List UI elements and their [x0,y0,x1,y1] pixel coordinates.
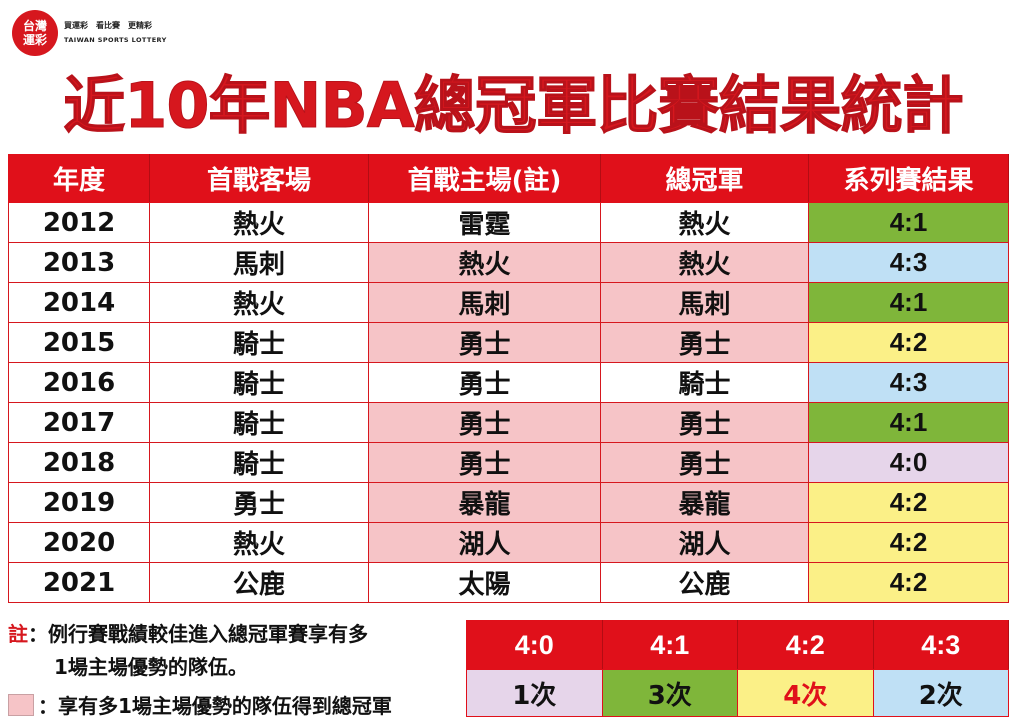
cell-home: 暴龍 [368,482,601,523]
header-year: 年度 [8,154,150,203]
cell-year: 2017 [8,402,150,443]
summary-count-cell: 2次 [872,669,1009,717]
cell-champion: 勇士 [600,442,809,483]
cell-year: 2013 [8,242,150,283]
header-result: 系列賽結果 [808,154,1009,203]
cell-away: 熱火 [149,202,369,243]
tagline-en: TAIWAN SPORTS LOTTERY [64,36,167,44]
summary-count-cell: 4次 [737,669,874,717]
cell-away: 勇士 [149,482,369,523]
cell-year: 2012 [8,202,150,243]
note-text1: ：例行賽戰績較佳進入總冠軍賽享有多 [28,622,368,646]
cell-year: 2015 [8,322,150,363]
table-row: 2016 騎士 勇士 騎士 4:3 [8,362,1009,403]
table-row: 2018 騎士 勇士 勇士 4:0 [8,442,1009,483]
cell-away: 公鹿 [149,562,369,603]
note-line2: 1場主場優勢的隊伍。 [54,655,248,679]
cell-home: 勇士 [368,362,601,403]
table-row: 2021 公鹿 太陽 公鹿 4:2 [8,562,1009,603]
cell-away: 騎士 [149,362,369,403]
cell-champion: 勇士 [600,402,809,443]
summary-count-row: 1次 3次 4次 2次 [466,669,1009,717]
header-away: 首戰客場 [149,154,369,203]
header-home: 首戰主場(註) [368,154,601,203]
cell-away: 騎士 [149,442,369,483]
tagline: 買運彩 看比賽 更精彩 [64,21,152,30]
cell-away: 騎士 [149,322,369,363]
cell-home: 勇士 [368,322,601,363]
table-row: 2012 熱火 雷霆 熱火 4:1 [8,202,1009,243]
table-row: 2015 騎士 勇士 勇士 4:2 [8,322,1009,363]
cell-champion: 勇士 [600,322,809,363]
summary-count-cell: 1次 [466,669,603,717]
logo-line1: 台灣 [22,19,47,33]
cell-result: 4:2 [808,562,1009,603]
cell-away: 熱火 [149,282,369,323]
header-champion: 總冠軍 [600,154,809,203]
cell-year: 2018 [8,442,150,483]
cell-result: 4:2 [808,482,1009,523]
table-row: 2017 騎士 勇士 勇士 4:1 [8,402,1009,443]
cell-away: 熱火 [149,522,369,563]
note-line1: 註：例行賽戰績較佳進入總冠軍賽享有多 [8,618,368,647]
cell-home: 馬刺 [368,282,601,323]
summary-count-cell: 3次 [601,669,738,717]
cell-home: 熱火 [368,242,601,283]
cell-year: 2020 [8,522,150,563]
pink-legend-swatch [8,694,34,716]
pink-legend-text: ：享有多1場主場優勢的隊伍得到總冠軍 [38,694,392,718]
cell-result: 4:1 [808,202,1009,243]
cell-champion: 馬刺 [600,282,809,323]
cell-home: 雷霆 [368,202,601,243]
table-row: 2013 馬刺 熱火 熱火 4:3 [8,242,1009,283]
cell-champion: 湖人 [600,522,809,563]
cell-result: 4:3 [808,242,1009,283]
cell-champion: 騎士 [600,362,809,403]
cell-home: 湖人 [368,522,601,563]
table-row: 2014 熱火 馬刺 馬刺 4:1 [8,282,1009,323]
cell-away: 騎士 [149,402,369,443]
logo-line2: 運彩 [22,33,47,47]
cell-champion: 熱火 [600,202,809,243]
cell-year: 2019 [8,482,150,523]
summary-result-header: 4:2 [737,620,874,670]
cell-home: 勇士 [368,402,601,443]
cell-result: 4:1 [808,282,1009,323]
result-summary-table: 4:0 4:1 4:2 4:3 1次 3次 4次 2次 [466,620,1009,717]
cell-champion: 暴龍 [600,482,809,523]
finals-table: 年度 首戰客場 首戰主場(註) 總冠軍 系列賽結果 2012 熱火 雷霆 熱火 4:1 2… [8,154,1009,603]
page-title: 近10年NBA總冠軍比賽結果統計 [63,69,964,143]
summary-result-header: 4:3 [872,620,1009,670]
cell-year: 2021 [8,562,150,603]
summary-result-header: 4:1 [601,620,738,670]
cell-result: 4:2 [808,322,1009,363]
cell-year: 2016 [8,362,150,403]
cell-result: 4:0 [808,442,1009,483]
cell-champion: 熱火 [600,242,809,283]
cell-home: 勇士 [368,442,601,483]
cell-result: 4:2 [808,522,1009,563]
table-header-row: 年度 首戰客場 首戰主場(註) 總冠軍 系列賽結果 [8,154,1009,203]
logo: 台灣 運彩 [12,10,58,56]
cell-year: 2014 [8,282,150,323]
table-row: 2019 勇士 暴龍 暴龍 4:2 [8,482,1009,523]
cell-away: 馬刺 [149,242,369,283]
cell-home: 太陽 [368,562,601,603]
cell-champion: 公鹿 [600,562,809,603]
cell-result: 4:3 [808,362,1009,403]
summary-result-header: 4:0 [466,620,603,670]
cell-result: 4:1 [808,402,1009,443]
summary-header-row: 4:0 4:1 4:2 4:3 [466,620,1009,670]
note-mark: 註 [8,622,28,646]
table-row: 2020 熱火 湖人 湖人 4:2 [8,522,1009,563]
